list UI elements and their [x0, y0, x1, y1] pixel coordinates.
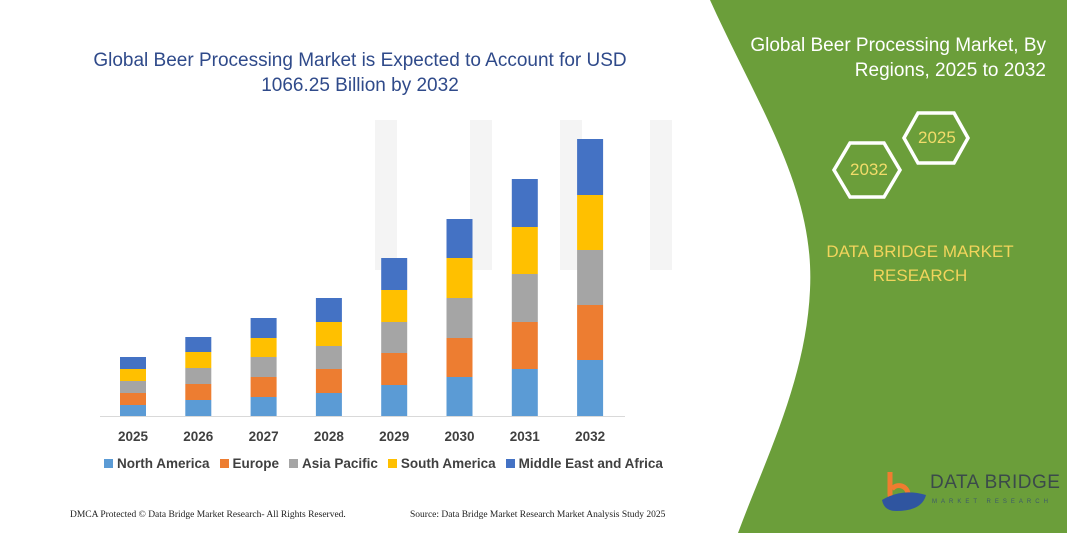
bar-segment-europe-2025	[120, 393, 146, 405]
bar-segment-middle-east-and-africa-2028	[315, 298, 342, 322]
chart-title-line1: Global Beer Processing Market is Expecte…	[93, 50, 627, 71]
bar-segment-south-america-2027	[250, 338, 277, 357]
brand-text: DATA BRIDGE MARKET RESEARCH	[815, 240, 1025, 288]
bar-segment-europe-2032	[577, 305, 604, 360]
bar-segment-north-america-2032	[577, 360, 604, 416]
brand-line2: RESEARCH	[872, 266, 968, 285]
bar-segment-south-america-2029	[381, 290, 408, 322]
footer-copyright: DMCA Protected © Data Bridge Market Rese…	[70, 510, 346, 520]
bar-segment-asia-pacific-2032	[577, 250, 604, 305]
hex-label-2025: 2025	[918, 128, 956, 147]
footer-source: Source: Data Bridge Market Research Mark…	[410, 510, 666, 520]
x-tick-label: 2031	[510, 429, 541, 444]
bar-segment-middle-east-and-africa-2026	[185, 337, 212, 352]
legend-swatch	[289, 459, 299, 468]
x-tick-label: 2028	[314, 429, 345, 444]
x-tick-label: 2027	[249, 429, 279, 444]
bar-segment-asia-pacific-2028	[315, 346, 342, 369]
logo-icon	[882, 472, 926, 511]
logo-subtext: MARKET RESEARCH	[932, 499, 1052, 505]
x-tick-label: 2030	[444, 429, 474, 444]
bar-segment-europe-2028	[315, 369, 342, 393]
bar-segment-middle-east-and-africa-2031	[511, 179, 538, 227]
bar-segment-asia-pacific-2026	[185, 368, 212, 384]
legend-item: North America	[104, 456, 210, 471]
side-panel-title: Global Beer Processing Market, By Region…	[716, 33, 1046, 83]
bar-segment-asia-pacific-2030	[446, 298, 473, 338]
side-title-line1: Global Beer Processing Market, By	[750, 35, 1046, 56]
bar-segment-middle-east-and-africa-2030	[446, 219, 473, 258]
hexagon-2025	[901, 111, 971, 165]
legend-swatch	[104, 459, 113, 468]
bar-segment-south-america-2032	[577, 195, 604, 250]
legend-swatch	[219, 459, 229, 468]
legend-label: Asia Pacific	[302, 456, 378, 471]
bar-segment-middle-east-and-africa-2027	[250, 318, 277, 338]
watermark	[375, 120, 672, 270]
chart-title: Global Beer Processing Market is Expecte…	[70, 48, 650, 98]
hex-label-2032: 2032	[850, 160, 888, 179]
bar-segment-north-america-2028	[315, 393, 342, 416]
bar-segment-europe-2030	[446, 338, 473, 377]
bar-segment-asia-pacific-2027	[250, 357, 277, 377]
x-tick-label: 2025	[118, 429, 149, 444]
x-tick-label: 2032	[575, 429, 605, 444]
bar-segment-asia-pacific-2031	[511, 274, 538, 322]
green-side-panel	[710, 0, 1067, 533]
bar-segment-europe-2026	[185, 384, 212, 400]
bar-segment-europe-2031	[511, 322, 538, 369]
bar-segment-north-america-2030	[446, 377, 473, 416]
legend: North America Europe Asia Pacific South …	[104, 456, 663, 471]
legend-label: Europe	[232, 456, 280, 471]
bar-segment-europe-2027	[250, 377, 277, 397]
bar-segment-north-america-2029	[381, 385, 408, 416]
bar-segment-europe-2029	[381, 353, 408, 385]
legend-label: North America	[117, 456, 210, 471]
legend-item: South America	[387, 456, 496, 471]
legend-item: Europe	[219, 456, 280, 471]
chart-title-line2: 1066.25 Billion by 2032	[261, 75, 459, 96]
legend-label: South America	[400, 456, 496, 471]
bar-segment-middle-east-and-africa-2032	[577, 139, 604, 195]
x-tick-label: 2029	[379, 429, 409, 444]
bar-segment-south-america-2030	[446, 258, 473, 298]
bar-segment-north-america-2026	[185, 400, 212, 416]
x-tick-label: 2026	[183, 429, 214, 444]
logo-text: DATA BRIDGE	[930, 472, 1061, 493]
side-title-line2: Regions, 2025 to 2032	[854, 60, 1046, 81]
legend-item: Asia Pacific	[289, 456, 378, 471]
bar-segment-south-america-2026	[185, 352, 212, 368]
bar-segment-south-america-2031	[511, 227, 538, 274]
legend-swatch	[505, 459, 515, 468]
bar-segment-north-america-2027	[250, 397, 277, 416]
bar-segment-north-america-2031	[511, 369, 538, 416]
bar-segment-south-america-2025	[120, 369, 146, 381]
legend-item: Middle East and Africa	[505, 456, 663, 471]
bar-segment-middle-east-and-africa-2025	[120, 357, 146, 369]
bar-segment-north-america-2025	[120, 405, 146, 416]
legend-swatch	[387, 459, 397, 468]
brand-line1: DATA BRIDGE MARKET	[826, 242, 1014, 261]
bar-segment-middle-east-and-africa-2029	[381, 258, 408, 290]
bar-segment-south-america-2028	[315, 322, 342, 346]
bar-segment-asia-pacific-2025	[120, 381, 146, 393]
legend-label: Middle East and Africa	[518, 456, 663, 471]
hexagon-2032	[831, 141, 903, 199]
bar-segment-asia-pacific-2029	[381, 322, 408, 353]
